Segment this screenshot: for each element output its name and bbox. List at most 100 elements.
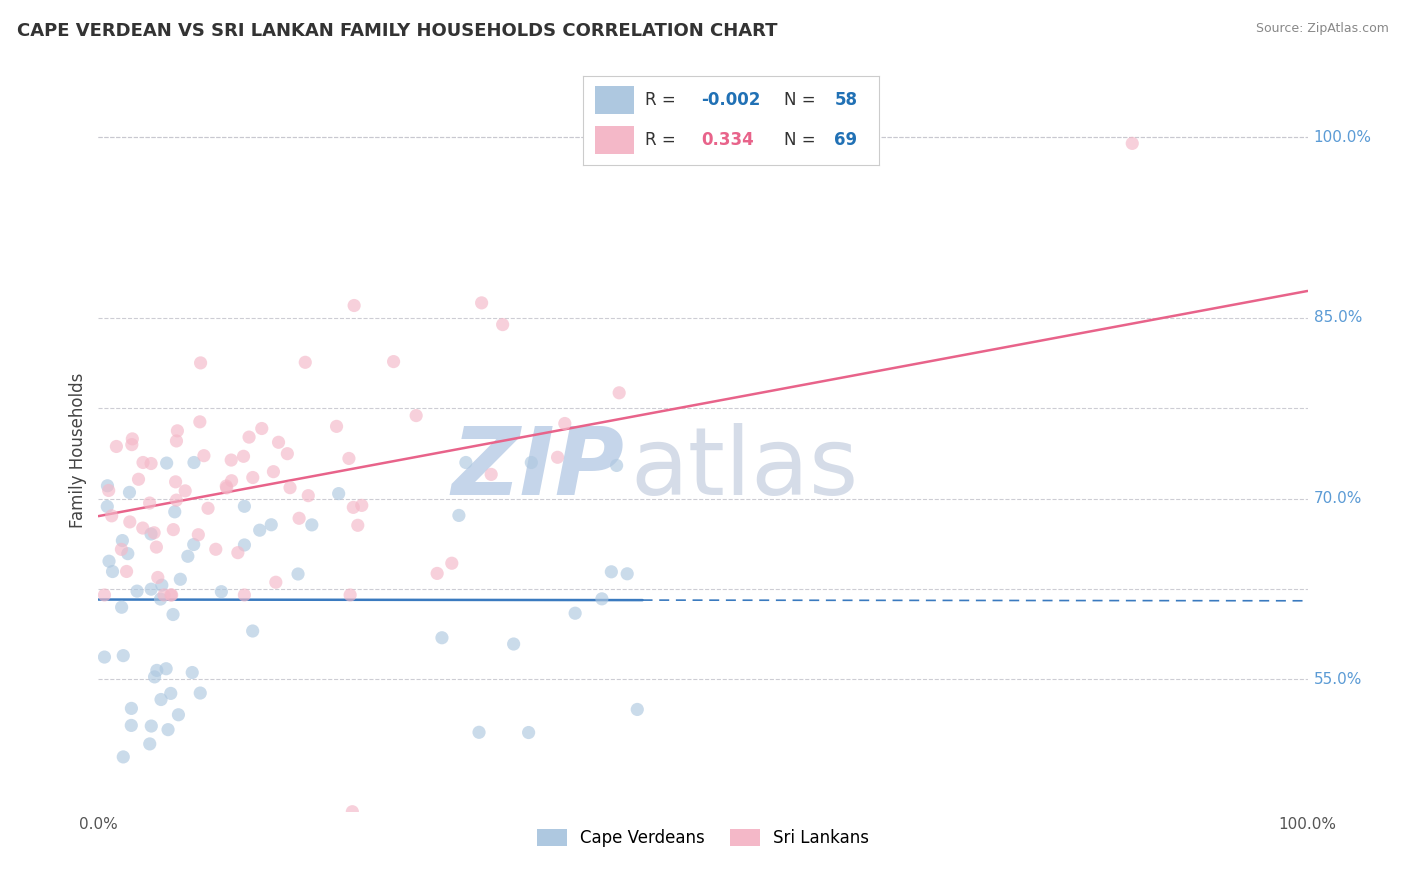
Point (139, 737, 162, 751)
Point (166, 434, 188, 448)
Point (297, 489, 319, 503)
Text: Source: ZipAtlas.com: Source: ZipAtlas.com (1256, 22, 1389, 36)
Point (600, 565, 623, 579)
Point (118, 515, 141, 529)
Point (132, 455, 155, 469)
Point (350, 499, 373, 513)
Text: N =: N = (785, 131, 815, 149)
Point (150, 578, 173, 592)
Point (125, 584, 148, 599)
Point (616, 566, 638, 581)
Point (267, 435, 290, 450)
Point (346, 518, 368, 533)
Point (468, 725, 491, 739)
Text: R =: R = (645, 91, 676, 109)
Text: 58: 58 (835, 91, 858, 109)
Point (115, 565, 138, 579)
Point (405, 409, 427, 423)
Point (120, 718, 142, 732)
Point (100, 508, 122, 523)
Point (141, 582, 163, 597)
Point (626, 702, 648, 716)
Point (249, 523, 271, 537)
Point (440, 556, 463, 570)
Point (288, 511, 311, 525)
Point (121, 432, 143, 446)
Point (447, 508, 470, 523)
Point (165, 493, 187, 508)
Point (591, 591, 613, 606)
Point (343, 299, 366, 313)
Point (143, 670, 166, 684)
Text: 70.0%: 70.0% (1313, 491, 1362, 506)
Point (120, 701, 142, 715)
Point (149, 592, 172, 607)
Point (342, 805, 364, 819)
Text: CAPE VERDEAN VS SRI LANKAN FAMILY HOUSEHOLDS CORRELATION CHART: CAPE VERDEAN VS SRI LANKAN FAMILY HOUSEH… (17, 22, 778, 40)
Point (276, 447, 298, 461)
Point (607, 385, 630, 400)
Text: R =: R = (645, 131, 676, 149)
Point (145, 540, 167, 554)
Point (215, 481, 238, 495)
Legend: Cape Verdeans, Sri Lankans: Cape Verdeans, Sri Lankans (530, 822, 876, 854)
Point (190, 356, 212, 370)
Text: atlas: atlas (630, 423, 859, 515)
Text: 55.0%: 55.0% (1313, 672, 1362, 687)
Point (278, 481, 301, 495)
Point (215, 479, 238, 493)
Point (520, 456, 543, 470)
Point (139, 457, 162, 471)
Point (159, 686, 181, 700)
Point (117, 547, 139, 561)
Point (165, 475, 187, 489)
Point (143, 525, 166, 540)
Point (242, 624, 264, 638)
Point (181, 665, 204, 680)
Point (554, 417, 576, 431)
Point (382, 354, 405, 368)
Point (93, 588, 115, 602)
Point (128, 472, 150, 486)
Point (166, 424, 188, 438)
Point (492, 318, 515, 332)
Bar (595, 126, 634, 154)
Point (139, 527, 162, 541)
Point (156, 456, 179, 470)
Point (105, 440, 128, 454)
Text: 85.0%: 85.0% (1313, 310, 1362, 326)
Point (233, 500, 256, 514)
Point (325, 419, 347, 434)
Text: ZIP: ZIP (451, 423, 624, 515)
Point (96, 500, 118, 514)
Point (111, 600, 134, 615)
Point (193, 449, 215, 463)
Point (250, 421, 273, 435)
Point (233, 538, 256, 552)
Point (471, 296, 494, 310)
Point (121, 437, 143, 451)
Point (188, 686, 211, 700)
Point (547, 450, 569, 465)
Point (606, 458, 628, 473)
Point (502, 637, 524, 651)
Point (112, 750, 135, 764)
Text: 0.334: 0.334 (702, 131, 755, 149)
Point (132, 521, 155, 535)
Point (262, 465, 284, 479)
Point (209, 584, 232, 599)
Bar (595, 86, 634, 114)
Point (93, 650, 115, 665)
Point (232, 450, 254, 464)
Point (188, 415, 211, 429)
Point (197, 501, 219, 516)
Point (112, 648, 135, 663)
Point (183, 456, 205, 470)
Point (287, 567, 309, 582)
Point (163, 505, 186, 519)
Point (233, 588, 256, 602)
Point (160, 588, 183, 602)
Point (96, 479, 118, 493)
Point (337, 451, 360, 466)
Point (242, 470, 264, 484)
